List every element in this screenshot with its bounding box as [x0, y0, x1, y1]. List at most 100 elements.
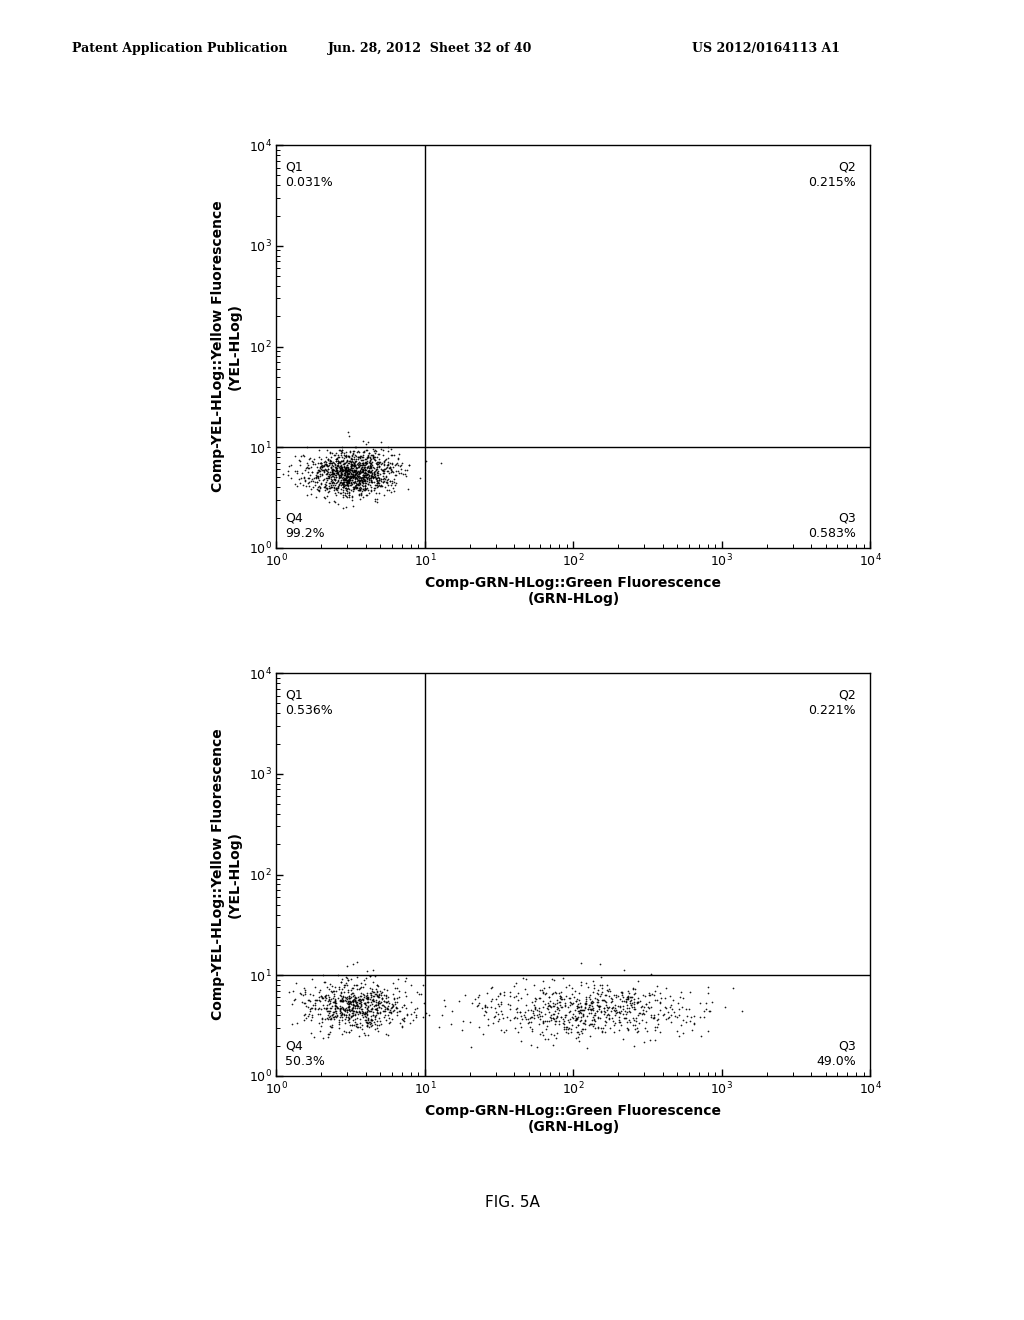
- Point: [507, 985, 523, 1006]
- Point: [322, 973, 338, 994]
- Point: [336, 458, 352, 479]
- Point: [304, 1007, 321, 1028]
- Point: [516, 1005, 532, 1026]
- Point: [512, 1016, 528, 1038]
- Point: [369, 477, 385, 498]
- Point: [626, 989, 642, 1010]
- Point: [571, 1001, 588, 1022]
- Point: [601, 1007, 617, 1028]
- Point: [307, 467, 324, 488]
- Point: [367, 461, 383, 482]
- Point: [335, 450, 351, 471]
- Point: [310, 467, 327, 488]
- Point: [346, 478, 362, 499]
- Point: [638, 993, 654, 1014]
- Point: [330, 997, 346, 1018]
- Point: [395, 463, 412, 484]
- Point: [322, 453, 338, 474]
- Point: [470, 994, 486, 1015]
- Point: [362, 998, 379, 1019]
- Point: [334, 461, 350, 482]
- Point: [582, 989, 598, 1010]
- Point: [310, 453, 327, 474]
- Point: [623, 990, 639, 1011]
- Point: [340, 987, 356, 1008]
- Point: [571, 1003, 588, 1024]
- Point: [347, 463, 364, 484]
- Point: [339, 453, 355, 474]
- Point: [339, 475, 355, 496]
- Point: [351, 463, 368, 484]
- Point: [342, 455, 358, 477]
- Point: [318, 461, 335, 482]
- Point: [371, 482, 387, 503]
- Point: [303, 478, 319, 499]
- Point: [342, 473, 358, 494]
- Point: [331, 1014, 347, 1035]
- Point: [324, 469, 340, 490]
- Point: [344, 469, 360, 490]
- Point: [650, 1008, 667, 1030]
- Point: [310, 477, 327, 498]
- Point: [612, 1011, 629, 1032]
- Point: [322, 442, 338, 463]
- Point: [686, 1006, 702, 1027]
- Point: [341, 458, 357, 479]
- Point: [537, 1003, 553, 1024]
- Point: [596, 990, 612, 1011]
- Point: [678, 1012, 694, 1034]
- Point: [557, 995, 573, 1016]
- Point: [346, 462, 362, 483]
- Point: [370, 444, 386, 465]
- Point: [365, 466, 381, 487]
- Point: [345, 462, 361, 483]
- Point: [317, 454, 334, 475]
- Point: [352, 990, 369, 1011]
- Point: [325, 463, 341, 484]
- Point: [344, 461, 360, 482]
- Point: [300, 1006, 316, 1027]
- Point: [595, 1018, 611, 1039]
- Point: [311, 457, 328, 478]
- Point: [339, 473, 355, 494]
- Point: [564, 993, 581, 1014]
- Point: [356, 478, 373, 499]
- Point: [597, 1010, 613, 1031]
- Point: [523, 1007, 540, 1028]
- Point: [375, 459, 391, 480]
- Point: [325, 991, 341, 1012]
- Point: [353, 471, 370, 492]
- Point: [342, 991, 358, 1012]
- Point: [349, 474, 366, 495]
- Point: [346, 990, 362, 1011]
- Point: [338, 461, 354, 482]
- Point: [598, 1007, 614, 1028]
- Point: [603, 1001, 620, 1022]
- Point: [396, 994, 413, 1015]
- Point: [360, 458, 377, 479]
- Point: [328, 461, 344, 482]
- Point: [360, 451, 377, 473]
- Point: [535, 1012, 551, 1034]
- Point: [324, 461, 340, 482]
- Point: [353, 484, 370, 506]
- Point: [575, 1012, 592, 1034]
- Point: [312, 459, 329, 480]
- Point: [346, 991, 362, 1012]
- Point: [359, 989, 376, 1010]
- Point: [296, 467, 312, 488]
- Point: [313, 453, 330, 474]
- Point: [339, 997, 355, 1018]
- Point: [532, 1005, 549, 1026]
- Point: [376, 995, 392, 1016]
- Point: [348, 473, 365, 494]
- Point: [550, 1002, 566, 1023]
- Point: [321, 480, 337, 502]
- Point: [315, 469, 332, 490]
- Point: [343, 1006, 359, 1027]
- Point: [623, 990, 639, 1011]
- Point: [354, 486, 371, 507]
- Point: [299, 467, 315, 488]
- Point: [369, 974, 385, 995]
- Point: [517, 969, 534, 990]
